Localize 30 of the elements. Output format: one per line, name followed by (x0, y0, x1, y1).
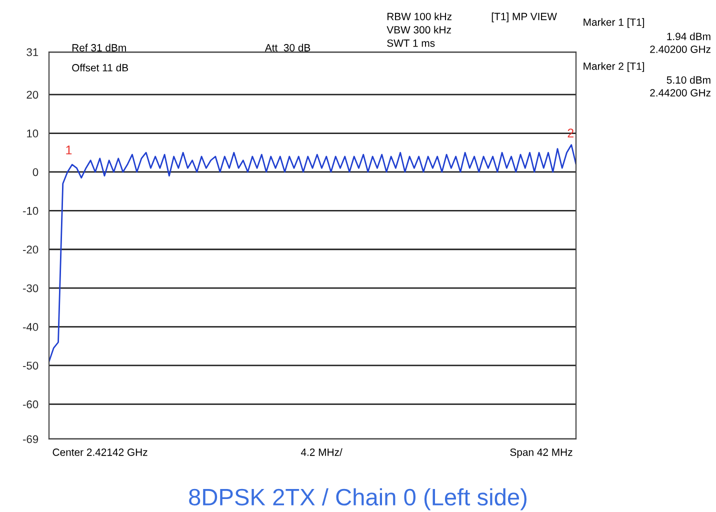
text: Marker 1 [T1] (584, 18, 644, 28)
text: VBW 300 kHz (386, 26, 451, 34)
y-tick-label: -10 (23, 206, 38, 215)
text: 2.40200 GHz (650, 46, 710, 53)
y-tick-label: 10 (27, 130, 38, 138)
y-tick-label: -60 (23, 400, 38, 408)
y-tick-label: 31 (26, 48, 38, 56)
y-tick-label: 20 (26, 90, 38, 99)
text: Center 2.42142 GHz (52, 448, 148, 456)
annotation: Offset 11 dB (72, 64, 128, 72)
text: RBW 100 kHz (387, 12, 452, 20)
text: [T1] MP VIEW (492, 12, 557, 22)
y-tick-label: 0 (32, 168, 38, 176)
text: 1.94 dBm (667, 32, 710, 40)
text: Span 42 MHz (510, 448, 572, 458)
y-tick-label: -69 (23, 435, 38, 444)
text: Marker 2 [T1] (584, 62, 644, 72)
text: 5.10 dBm (666, 76, 710, 84)
text: Att 30 dB (264, 44, 310, 52)
text: 2.44200 GHz (650, 89, 710, 96)
line-series (49, 144, 576, 362)
y-tick-label: -20 (23, 246, 38, 254)
text: 4.2 MHz/ (300, 448, 342, 456)
y-tick-label: -30 (23, 284, 38, 292)
annotation: 1 (66, 146, 72, 154)
text: 8DPSK 2TX / Chain 0 (Left side) (189, 488, 526, 510)
y-tick-label: -40 (23, 323, 38, 331)
text: SWT 1 ms (387, 39, 435, 47)
y-tick-label: -50 (23, 362, 38, 370)
text: Ref 31 dBm (72, 44, 126, 52)
